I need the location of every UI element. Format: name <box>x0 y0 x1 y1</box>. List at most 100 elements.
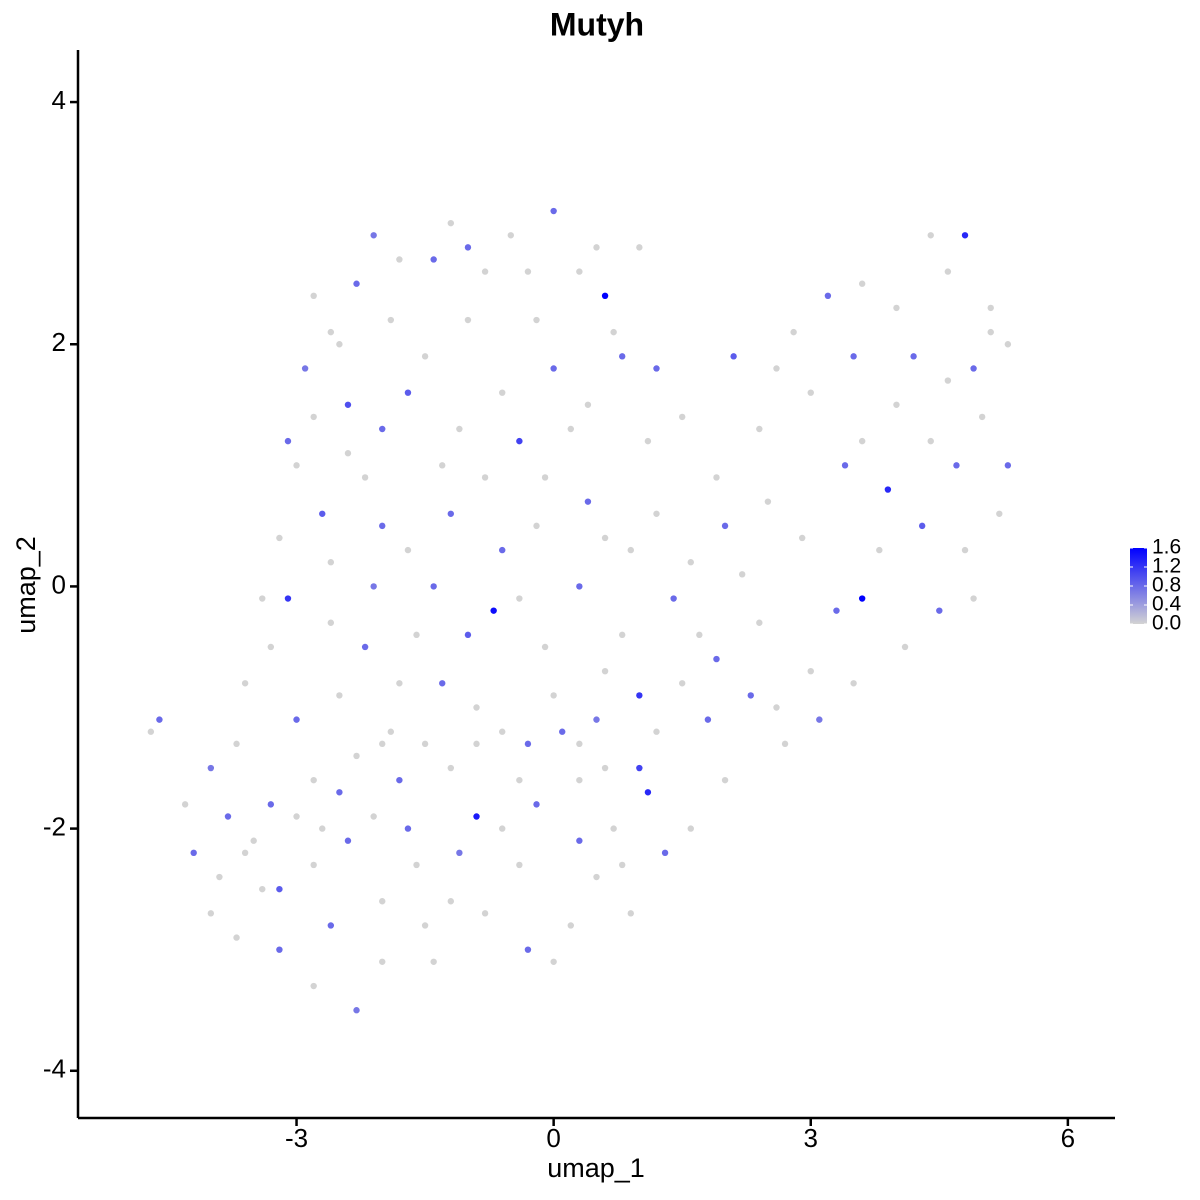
cell-point <box>550 365 557 372</box>
cell-point <box>507 232 514 239</box>
colorbar-label: 1.2 <box>1152 555 1181 578</box>
y-tick-label: -2 <box>43 811 66 841</box>
colorbar-label: 1.6 <box>1152 536 1181 559</box>
cell-point <box>327 559 335 566</box>
cell-point <box>413 631 420 639</box>
cell-point <box>978 413 986 421</box>
cell-point <box>473 740 480 748</box>
cell-point <box>310 861 317 869</box>
cell-point <box>216 873 223 881</box>
cell-point <box>567 425 574 433</box>
cell-point <box>439 462 446 469</box>
cell-point <box>439 680 446 687</box>
cell-point <box>490 607 497 614</box>
cell-point <box>653 728 660 735</box>
cell-point <box>233 934 240 941</box>
colorbar-label: 0.0 <box>1152 612 1181 635</box>
y-tick-label: 0 <box>52 569 66 599</box>
cell-point <box>259 885 266 893</box>
cell-point <box>858 595 866 602</box>
cell-point <box>224 813 232 820</box>
cell-point <box>516 776 523 784</box>
cell-point <box>353 752 360 760</box>
cell-point <box>619 861 626 869</box>
cell-point <box>798 534 806 542</box>
colorbar <box>1130 548 1147 624</box>
cell-point <box>499 728 506 735</box>
cell-point <box>516 595 523 602</box>
cell-point <box>653 510 660 517</box>
cell-point <box>430 583 437 590</box>
cell-point <box>301 365 309 372</box>
cell-point <box>747 692 754 699</box>
cell-point <box>893 304 900 312</box>
cell-point <box>987 304 994 312</box>
cell-point <box>670 595 677 602</box>
cell-point <box>396 776 403 784</box>
cell-point <box>679 680 686 687</box>
cell-point <box>156 716 163 723</box>
cell-point <box>464 316 472 324</box>
cell-point <box>379 740 386 748</box>
cell-point <box>533 316 540 324</box>
cell-point <box>644 789 652 796</box>
cell-point <box>927 232 934 239</box>
cell-point <box>499 546 506 554</box>
cell-point <box>481 268 489 275</box>
cell-point <box>593 873 600 881</box>
cell-point <box>601 534 609 542</box>
cell-point <box>533 522 540 530</box>
cell-point <box>421 922 429 929</box>
cell-point <box>550 207 557 215</box>
cell-point <box>379 958 386 965</box>
cell-point <box>447 764 455 772</box>
cell-point <box>447 510 455 517</box>
cell-point <box>421 353 429 360</box>
cell-point <box>841 462 849 469</box>
cell-point <box>421 740 429 748</box>
cell-point <box>893 401 900 408</box>
cell-point <box>704 716 712 723</box>
cell-point <box>661 849 669 857</box>
cell-point <box>361 643 369 651</box>
cell-point <box>756 425 763 433</box>
cell-point <box>413 861 420 869</box>
cell-point <box>250 837 257 844</box>
cell-point <box>961 232 969 239</box>
cell-point <box>541 474 549 481</box>
cell-point <box>481 910 489 917</box>
cell-point <box>944 377 952 384</box>
cell-point <box>327 619 335 626</box>
cell-point <box>636 764 643 772</box>
cell-point <box>464 631 472 639</box>
cell-point <box>713 474 720 481</box>
cell-point <box>756 619 763 626</box>
cell-point <box>464 244 472 251</box>
cell-point <box>807 667 814 675</box>
cell-point <box>310 292 317 300</box>
cell-point <box>190 849 197 857</box>
cell-point <box>610 825 617 832</box>
cell-point <box>541 643 549 651</box>
cell-point <box>379 425 386 433</box>
cell-point <box>293 813 300 820</box>
cell-point <box>627 910 634 917</box>
colorbar-label: 0.8 <box>1152 574 1181 597</box>
cell-point <box>773 704 780 711</box>
cell-point <box>730 353 737 360</box>
cell-point <box>319 825 326 832</box>
cell-point <box>576 268 583 275</box>
cell-point <box>653 365 660 372</box>
cell-point <box>430 256 437 263</box>
cell-point <box>387 728 395 735</box>
cell-point <box>987 328 994 336</box>
cell-point <box>396 680 403 687</box>
cell-point <box>807 389 814 396</box>
cell-point <box>336 692 343 699</box>
cell-point <box>1004 462 1012 469</box>
cell-point <box>593 716 600 723</box>
cell-point <box>516 437 523 445</box>
cell-point <box>764 498 772 505</box>
cell-point <box>327 922 335 929</box>
